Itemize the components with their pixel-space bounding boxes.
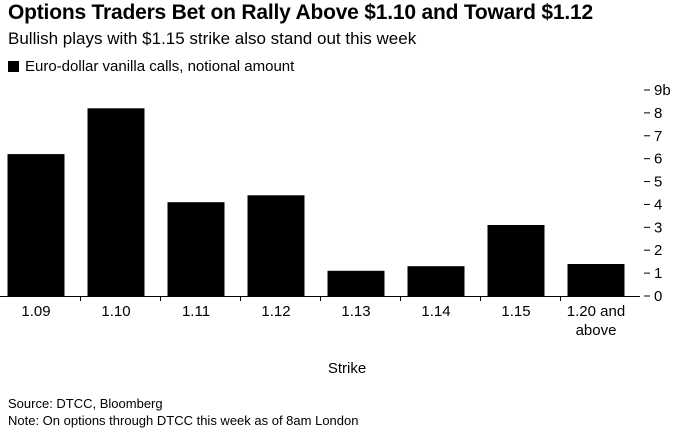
y-tick-label: 9b	[654, 82, 671, 99]
chart-title: Options Traders Bet on Rally Above $1.10…	[8, 1, 593, 24]
footnote: Note: On options through DTCC this week …	[8, 413, 359, 428]
source-note: Source: DTCC, Bloomberg	[8, 396, 163, 411]
x-tick-label: 1.20 and above	[567, 303, 625, 339]
bar	[487, 225, 545, 296]
bar	[327, 270, 385, 296]
y-tick-label: 1	[654, 265, 662, 282]
y-tick-label: 7	[654, 128, 662, 145]
x-tick-label: 1.11	[182, 303, 210, 320]
x-tick-label: 1.10	[101, 303, 130, 320]
legend: Euro-dollar vanilla calls, notional amou…	[8, 58, 294, 75]
y-tick-label: 6	[654, 151, 662, 168]
y-tick-label: 3	[654, 219, 662, 236]
bar	[407, 266, 465, 296]
x-tick-label: 1.14	[421, 303, 450, 320]
bar	[87, 108, 145, 296]
bar	[247, 195, 305, 296]
legend-swatch	[8, 61, 19, 72]
bar	[567, 264, 625, 296]
y-tick-label: 4	[654, 196, 662, 213]
x-axis-title: Strike	[328, 360, 366, 377]
bar	[167, 202, 225, 296]
chart-subtitle: Bullish plays with $1.15 strike also sta…	[8, 29, 417, 48]
x-tick-label: 1.09	[21, 303, 50, 320]
x-tick-label: 1.12	[261, 303, 290, 320]
y-tick-label: 0	[654, 288, 662, 305]
legend-label: Euro-dollar vanilla calls, notional amou…	[25, 58, 295, 75]
y-tick-label: 8	[654, 105, 662, 122]
y-tick-label: 2	[654, 242, 662, 259]
y-tick-label: 5	[654, 174, 662, 191]
x-tick-label: 1.13	[341, 303, 370, 320]
bar	[7, 154, 65, 296]
x-tick-label: 1.15	[501, 303, 530, 320]
